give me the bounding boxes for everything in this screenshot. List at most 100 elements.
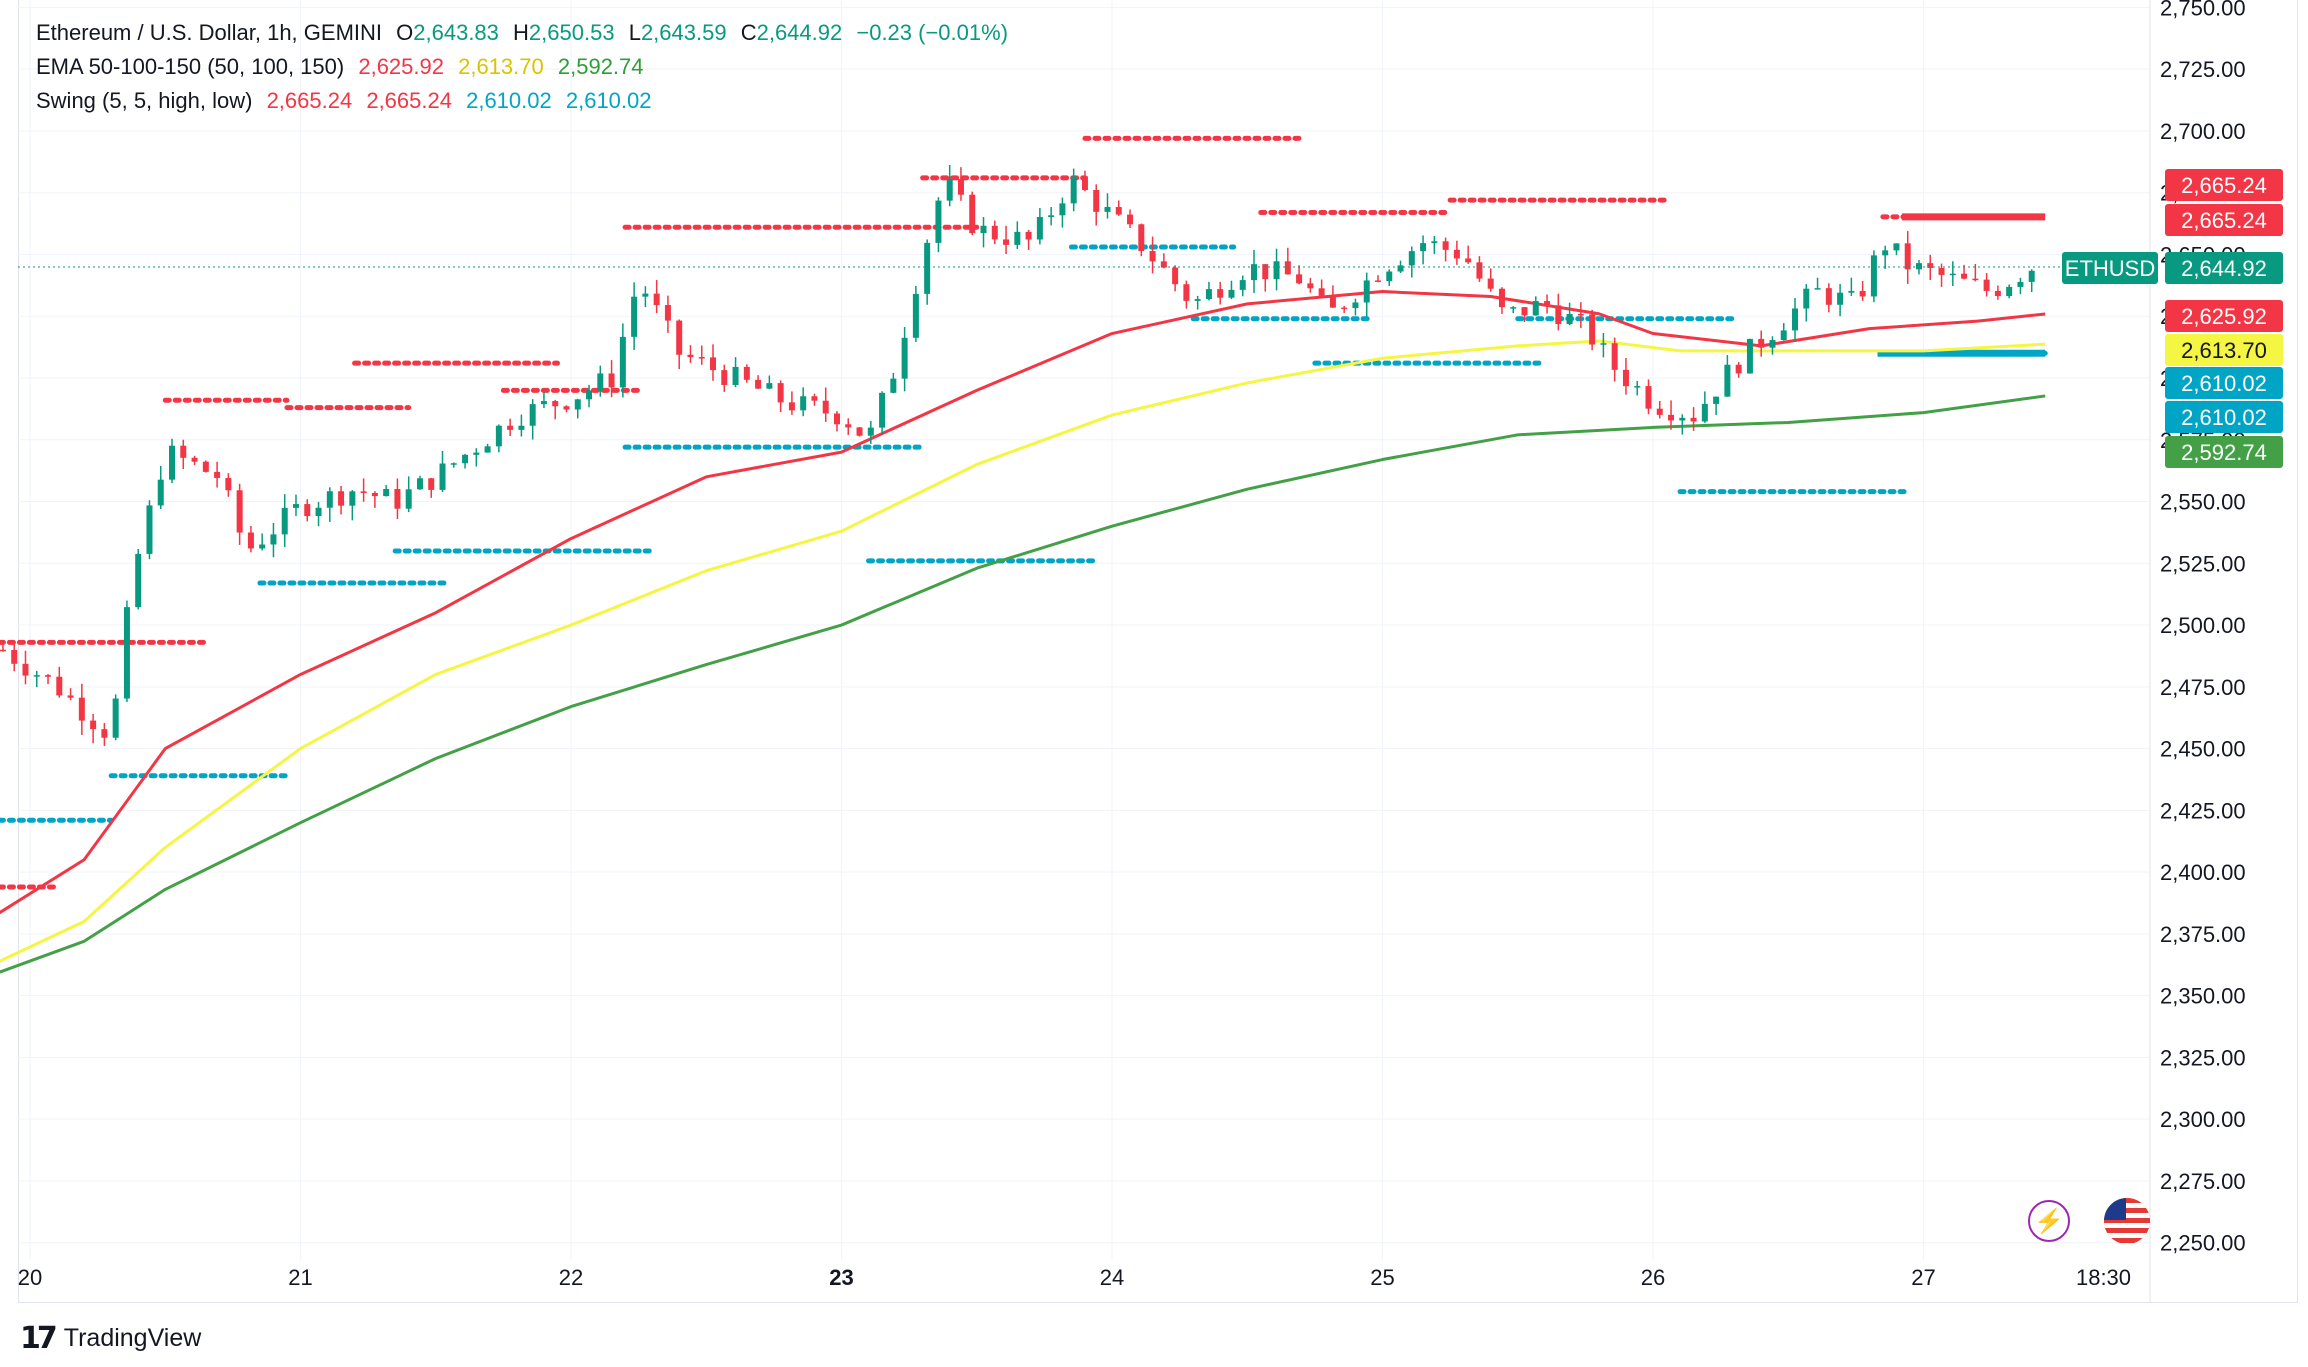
candle-body bbox=[822, 400, 829, 414]
price-axis-tag bbox=[2165, 204, 2283, 236]
candle-body bbox=[1408, 251, 1415, 266]
candle-body bbox=[1498, 288, 1505, 308]
candle-body bbox=[901, 337, 908, 379]
candle-body bbox=[394, 488, 401, 509]
close-value: 2,644.92 bbox=[756, 20, 843, 45]
y-tick-label: 2,550.00 bbox=[2160, 490, 2246, 515]
candle-body bbox=[1577, 314, 1584, 316]
us-flag-icon[interactable] bbox=[2104, 1198, 2150, 1244]
lightning-icon[interactable]: ⚡ bbox=[2028, 1200, 2070, 1242]
candle-body bbox=[225, 477, 232, 491]
candle-body bbox=[1284, 261, 1291, 275]
candle-body bbox=[281, 507, 288, 535]
x-tick-label: 23 bbox=[829, 1265, 853, 1290]
candle-body bbox=[22, 663, 29, 676]
x-tick-label: 21 bbox=[288, 1265, 312, 1290]
y-tick-label: 2,350.00 bbox=[2160, 984, 2246, 1009]
candle-body bbox=[259, 544, 266, 549]
candle-body bbox=[687, 354, 694, 358]
tradingview-mark-icon: 17 bbox=[20, 1320, 58, 1356]
y-tick-label: 2,750.00 bbox=[2160, 0, 2246, 20]
y-tick-label: 2,425.00 bbox=[2160, 798, 2246, 823]
x-tick-label: 27 bbox=[1911, 1265, 1935, 1290]
candle-body bbox=[777, 383, 784, 403]
legend-ohlc: Ethereum / U.S. Dollar, 1h, GEMINI O2,64… bbox=[36, 16, 1016, 50]
low-label: L bbox=[628, 20, 641, 45]
candle-body bbox=[1036, 216, 1043, 240]
candle-body bbox=[890, 378, 897, 393]
candle-body bbox=[642, 293, 649, 297]
candle-body bbox=[1205, 289, 1212, 300]
price-axis-tag-label: 2,610.02 bbox=[2181, 405, 2267, 430]
candle-body bbox=[1239, 280, 1246, 290]
candle-body bbox=[867, 427, 874, 436]
candle-body bbox=[214, 471, 221, 478]
candle-body bbox=[1690, 417, 1697, 422]
candle-body bbox=[1532, 301, 1539, 316]
candle-body bbox=[1758, 338, 1765, 348]
candle-body bbox=[664, 305, 671, 321]
candle-body bbox=[1870, 255, 1877, 297]
candle-body bbox=[721, 370, 728, 385]
candle-body bbox=[586, 390, 593, 400]
candle-body bbox=[1329, 295, 1336, 308]
candle-body bbox=[845, 424, 852, 428]
candle-body bbox=[236, 490, 243, 533]
candle-body bbox=[1848, 290, 1855, 293]
tradingview-logo[interactable]: 17 TradingView bbox=[20, 1318, 201, 1358]
candle-body bbox=[1296, 274, 1303, 284]
open-value: 2,643.83 bbox=[413, 20, 499, 45]
candle-body bbox=[653, 293, 660, 306]
x-tick-label: 22 bbox=[559, 1265, 583, 1290]
candle-body bbox=[292, 504, 299, 508]
candle-body bbox=[405, 489, 412, 509]
candle-body bbox=[879, 392, 886, 428]
price-axis-tag bbox=[2165, 436, 2283, 468]
high-label: H bbox=[513, 20, 529, 45]
candle-body bbox=[1352, 302, 1359, 309]
candle-body bbox=[1949, 273, 1956, 276]
chart-pane[interactable] bbox=[18, 0, 2298, 1303]
candle-body bbox=[1803, 288, 1810, 309]
candle-body bbox=[698, 357, 705, 359]
legend-ema: EMA 50-100-150 (50, 100, 150) 2,625.92 2… bbox=[36, 50, 652, 84]
candle-body bbox=[755, 379, 762, 389]
candle-body bbox=[1972, 278, 1979, 281]
swing-label[interactable]: Swing (5, 5, high, low) bbox=[36, 88, 253, 113]
symbol-title[interactable]: Ethereum / U.S. Dollar, 1h, GEMINI bbox=[36, 20, 383, 45]
candle-body bbox=[416, 478, 423, 490]
candle-body bbox=[371, 493, 378, 497]
candle-body bbox=[833, 413, 840, 425]
candle-body bbox=[1318, 288, 1325, 296]
y-tick-label: 2,375.00 bbox=[2160, 922, 2246, 947]
ema-label[interactable]: EMA 50-100-150 (50, 100, 150) bbox=[36, 54, 345, 79]
candle-body bbox=[1442, 241, 1449, 250]
y-tick-label: 2,725.00 bbox=[2160, 57, 2246, 82]
candle-body bbox=[78, 697, 85, 721]
candle-body bbox=[349, 491, 356, 506]
candle-body bbox=[1825, 288, 1832, 305]
candle-body bbox=[1769, 340, 1776, 348]
candle-body bbox=[1882, 250, 1889, 256]
candle-body bbox=[146, 505, 153, 554]
candle-body bbox=[45, 675, 52, 677]
candle-body bbox=[202, 461, 209, 472]
candle-body bbox=[67, 695, 74, 698]
candle-body bbox=[439, 463, 446, 490]
candle-body bbox=[1611, 343, 1618, 370]
candle-body bbox=[619, 336, 626, 388]
symbol-price-tag bbox=[2062, 252, 2158, 284]
price-axis-tag-label: 2,592.74 bbox=[2181, 440, 2267, 465]
candle-body bbox=[1070, 176, 1077, 204]
y-tick-label: 2,700.00 bbox=[2160, 119, 2246, 144]
candle-body bbox=[180, 445, 187, 458]
candle-body bbox=[1589, 314, 1596, 345]
candle-body bbox=[1149, 251, 1156, 262]
candle-body bbox=[1904, 243, 1911, 270]
candle-body bbox=[1961, 273, 1968, 279]
candle-body bbox=[1431, 241, 1438, 244]
candle-body bbox=[1622, 369, 1629, 387]
candle-body bbox=[676, 320, 683, 355]
candle-body bbox=[1600, 343, 1607, 345]
